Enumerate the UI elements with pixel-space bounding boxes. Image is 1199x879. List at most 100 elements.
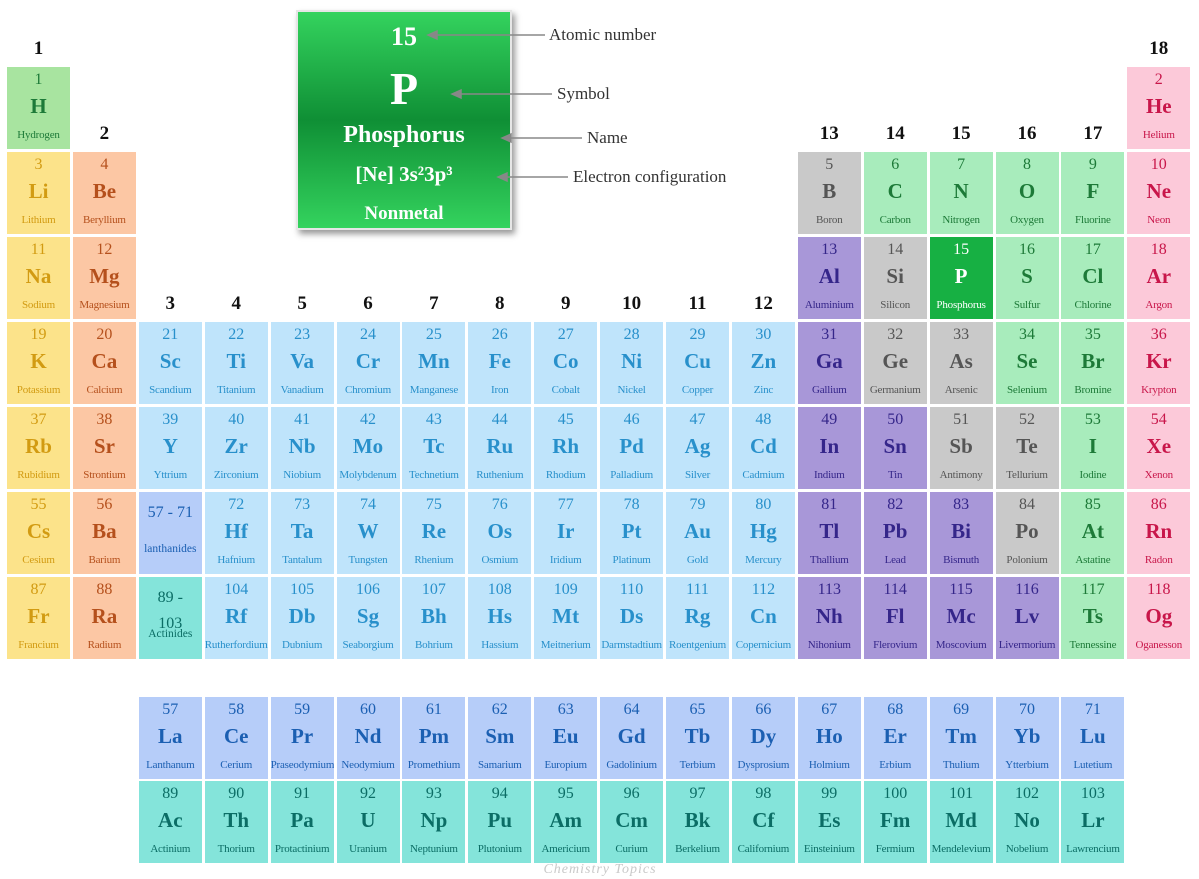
element-name: Radium bbox=[87, 639, 122, 651]
element-cell: 36 Kr Krypton bbox=[1127, 322, 1191, 404]
element-symbol: Cl bbox=[1082, 264, 1104, 288]
element-cell: 95 Am Americium bbox=[534, 781, 598, 863]
group-number: 7 bbox=[429, 293, 439, 314]
element-symbol: O bbox=[1018, 179, 1036, 203]
element-name: Rubidium bbox=[17, 469, 60, 481]
element-symbol: Be bbox=[92, 179, 117, 203]
element-cell: 98 Cf Californium bbox=[731, 781, 795, 863]
element-name: Chlorine bbox=[1074, 299, 1112, 311]
element-symbol: Va bbox=[290, 349, 314, 373]
element-name: Osmium bbox=[481, 554, 519, 566]
element-name: Silicon bbox=[880, 299, 911, 311]
element-cell: 9 F Fluorine bbox=[1061, 152, 1125, 234]
element-symbol: Nd bbox=[354, 724, 382, 748]
element-cell: 26 Fe Iron bbox=[468, 322, 532, 404]
element-name: Copper bbox=[681, 384, 714, 396]
group-number: 4 bbox=[231, 293, 241, 314]
element-name: Phosphorus bbox=[936, 299, 986, 311]
element-cell: 6 C Carbon bbox=[863, 152, 927, 234]
element-cell: 21 Sc Scandium bbox=[138, 322, 202, 404]
element-cell: 63 Eu Europium bbox=[534, 697, 598, 779]
key-configuration: [Ne] 3s²3p³ bbox=[355, 162, 453, 186]
element-symbol: Rg bbox=[684, 604, 711, 628]
element-cell: 48 Cd Cadmium bbox=[731, 407, 795, 489]
atomic-number: 77 bbox=[557, 496, 574, 513]
element-cell: 104 Rf Rutherfordium bbox=[204, 577, 268, 659]
element-name: Cadmium bbox=[742, 469, 785, 481]
atomic-number: 71 bbox=[1084, 701, 1101, 718]
atomic-number: 84 bbox=[1019, 496, 1035, 513]
element-symbol: Er bbox=[883, 724, 907, 748]
element-cell: 76 Os Osmium bbox=[468, 492, 532, 574]
element-cell: 32 Ge Germanium bbox=[863, 322, 927, 404]
element-symbol: Fl bbox=[885, 604, 905, 628]
element-name: Arsenic bbox=[944, 384, 978, 396]
element-symbol: Y bbox=[162, 434, 178, 458]
atomic-number: 78 bbox=[623, 496, 640, 513]
element-name: Indium bbox=[814, 469, 845, 481]
element-name: Radon bbox=[1144, 554, 1173, 566]
atomic-number: 114 bbox=[883, 581, 907, 598]
atomic-number: 117 bbox=[1081, 581, 1105, 598]
element-symbol: Ga bbox=[815, 349, 843, 373]
element-cell: 114 Fl Flerovium bbox=[863, 577, 927, 659]
element-name: Gold bbox=[686, 554, 709, 566]
element-name: Tungsten bbox=[348, 554, 388, 566]
element-cell: 109 Mt Meitnerium bbox=[534, 577, 598, 659]
element-cell: 22 Ti Titanium bbox=[204, 322, 268, 404]
element-symbol: He bbox=[1145, 94, 1172, 118]
element-symbol: Ru bbox=[486, 434, 514, 458]
element-cell: 68 Er Erbium bbox=[863, 697, 927, 779]
element-cell: 101 Md Mendelevium bbox=[929, 781, 993, 863]
atomic-number: 52 bbox=[1019, 411, 1035, 428]
atomic-number: 62 bbox=[491, 701, 508, 718]
group-number: 10 bbox=[622, 293, 642, 314]
atomic-number: 48 bbox=[755, 411, 772, 428]
group-number: 11 bbox=[688, 293, 707, 314]
group-number: 9 bbox=[560, 293, 571, 314]
atomic-number: 107 bbox=[421, 581, 446, 598]
atomic-number: 59 bbox=[294, 701, 311, 718]
atomic-number: 57 bbox=[162, 701, 179, 718]
element-symbol: B bbox=[822, 179, 837, 203]
element-name: Iron bbox=[491, 384, 509, 396]
element-name: Antimony bbox=[939, 469, 983, 481]
atomic-number: 13 bbox=[821, 241, 838, 258]
element-cell: 45 Rh Rhodium bbox=[534, 407, 598, 489]
atomic-number: 22 bbox=[228, 326, 245, 343]
element-cell: 100 Fm Fermium bbox=[863, 781, 927, 863]
element-symbol: Ni bbox=[621, 349, 643, 373]
element-name: Thallium bbox=[809, 554, 849, 566]
element-name: Erbium bbox=[879, 759, 912, 771]
atomic-number: 54 bbox=[1150, 411, 1167, 428]
element-cell: 33 As Arsenic bbox=[929, 322, 993, 404]
element-cell: 64 Gd Gadolinium bbox=[600, 697, 664, 779]
element-cell: 93 Np Neptunium bbox=[402, 781, 466, 863]
element-cell: 88 Ra Radium bbox=[72, 577, 136, 659]
element-symbol: Bk bbox=[684, 808, 711, 832]
element-cell: 7 N Nitrogen bbox=[929, 152, 993, 234]
element-symbol: Lv bbox=[1014, 604, 1040, 628]
element-name: Uranium bbox=[349, 843, 387, 855]
element-name: Rhenium bbox=[414, 554, 454, 566]
element-cell: 28 Ni Nickel bbox=[600, 322, 664, 404]
element-symbol: Pb bbox=[882, 519, 908, 543]
element-symbol: Sn bbox=[883, 434, 907, 458]
atomic-number: 76 bbox=[491, 496, 508, 513]
atomic-number: 94 bbox=[491, 785, 508, 802]
element-symbol: H bbox=[30, 94, 47, 118]
element-cell: 14 Si Silicon bbox=[863, 237, 927, 319]
atomic-number: 50 bbox=[887, 411, 904, 428]
atomic-number: 18 bbox=[1150, 241, 1167, 258]
element-name: Zinc bbox=[753, 384, 774, 396]
element-name: Francium bbox=[18, 639, 59, 651]
element-name: Protactinium bbox=[274, 843, 330, 855]
atomic-number: 28 bbox=[623, 326, 640, 343]
element-cell: 42 Mo Molybdenum bbox=[336, 407, 400, 489]
element-symbol: Ar bbox=[1146, 264, 1172, 288]
element-symbol: Ho bbox=[815, 724, 843, 748]
element-cell: 62 Sm Samarium bbox=[468, 697, 532, 779]
element-name: Manganese bbox=[409, 384, 459, 396]
atomic-number: 98 bbox=[755, 785, 772, 802]
element-name: Polonium bbox=[1006, 554, 1048, 566]
